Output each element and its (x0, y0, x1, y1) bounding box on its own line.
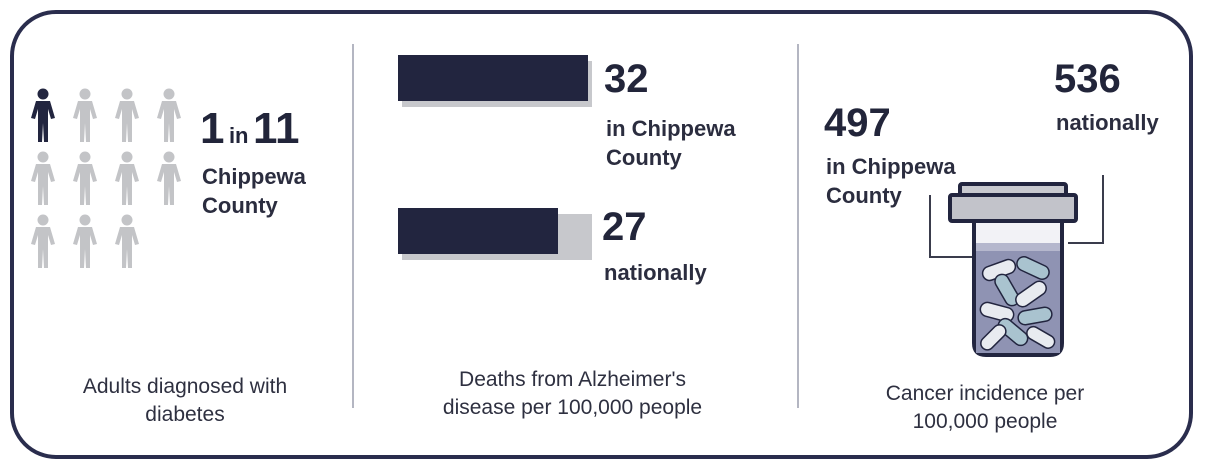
cancer-label-local-line-2: County (826, 183, 902, 208)
person-icon (157, 88, 181, 142)
cancer-caption: Cancer incidence per 100,000 people (850, 380, 1120, 436)
bar-label-national-line-1: nationally (604, 260, 707, 285)
cancer-caption-line-2: 100,000 people (912, 410, 1058, 433)
pills (979, 256, 1056, 351)
ratio-denominator: 11 (252, 104, 300, 153)
person-icon (73, 151, 97, 205)
diabetes-caption-line-2: diabetes (145, 403, 225, 426)
bar-national (398, 208, 558, 254)
diabetes-location-label: Chippewa County (202, 162, 306, 220)
person-icon-highlighted (31, 88, 55, 142)
bottle-liquid-line (976, 243, 1060, 251)
diabetes-label-line-2: County (202, 193, 278, 218)
alzheimers-caption-line-2: disease per 100,000 people (442, 396, 703, 419)
bar-value-national: 27 (602, 205, 647, 249)
panel-divider-1 (352, 44, 354, 408)
ratio-in-label: in (228, 123, 249, 148)
bar-value-local: 32 (604, 57, 649, 101)
cancer-value-local: 497 (824, 101, 891, 145)
person-icon (31, 214, 55, 268)
bar-label-national: nationally (604, 258, 707, 287)
cancer-label-local: in Chippewa County (826, 152, 956, 210)
leader-line-local (929, 195, 972, 258)
panel-divider-2 (797, 44, 799, 408)
bar-track-local (398, 55, 592, 107)
bar-label-local-line-2: County (606, 145, 682, 170)
person-icon (115, 151, 139, 205)
person-icon (31, 151, 55, 205)
bar-track-national (398, 208, 592, 260)
diabetes-label-line-1: Chippewa (202, 164, 306, 189)
cancer-label-local-line-1: in Chippewa (826, 154, 956, 179)
bar-label-local-line-1: in Chippewa (606, 116, 736, 141)
cancer-label-national-line-1: nationally (1056, 110, 1159, 135)
person-icon (73, 88, 97, 142)
bar-label-local: in Chippewa County (606, 114, 736, 172)
bar-local (398, 55, 588, 101)
alzheimers-caption: Deaths from Alzheimer's disease per 100,… (400, 366, 745, 422)
cancer-caption-line-1: Cancer incidence per (885, 382, 1085, 405)
pill-bottle-icon (929, 175, 1104, 357)
person-icon (157, 151, 181, 205)
ratio-numerator: 1 (200, 104, 225, 153)
diabetes-caption-line-1: Adults diagnosed with (82, 375, 288, 398)
diabetes-ratio: 1 in 11 (200, 104, 299, 164)
cancer-value-national: 536 (1054, 57, 1121, 101)
alzheimers-caption-line-1: Deaths from Alzheimer's (459, 368, 686, 391)
person-icon (115, 214, 139, 268)
bottle-cap-base (948, 193, 1078, 223)
cancer-label-national: nationally (1056, 108, 1159, 137)
person-icon (115, 88, 139, 142)
diabetes-caption: Adults diagnosed with diabetes (40, 373, 330, 429)
leader-line-national (1068, 175, 1104, 244)
person-icon (73, 214, 97, 268)
